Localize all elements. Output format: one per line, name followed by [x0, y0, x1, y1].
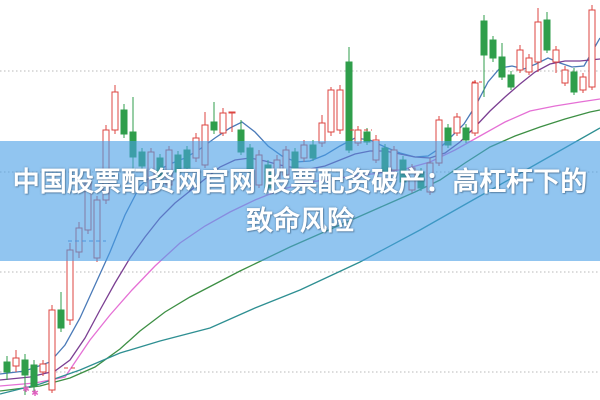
candle-body: [588, 9, 596, 88]
caption-line-2: 致命风险: [246, 205, 354, 236]
candle-body: [228, 111, 236, 114]
caption-line-1: 中国股票配资网官网 股票配资破产：高杠杆下的: [12, 166, 588, 197]
candle-body: [327, 89, 335, 133]
caption-banner: 中国股票配资网官网 股票配资破产：高杠杆下的 致命风险: [0, 141, 600, 261]
candle-body: [570, 71, 578, 93]
candle-body: [111, 91, 119, 131]
candle-body: [453, 116, 461, 134]
candle-body: [21, 359, 29, 376]
candle-body: [471, 82, 479, 134]
candle-body: [462, 127, 470, 141]
candle-body: [516, 49, 524, 71]
star-marker: ✱: [31, 388, 39, 398]
candle-body: [219, 112, 227, 134]
candle-body: [498, 56, 506, 78]
candle-body: [57, 309, 65, 329]
candle-body: [507, 74, 515, 88]
candle-body: [543, 19, 551, 51]
candle-body: [480, 20, 488, 56]
star-marker: ✱: [22, 384, 30, 394]
candle-body: [552, 49, 560, 63]
candle-body: [534, 21, 542, 63]
candle-body: [489, 39, 497, 59]
candle-body: [525, 57, 533, 73]
candle-body: [210, 121, 218, 131]
candle-body: [12, 357, 20, 367]
candle-body: [48, 309, 56, 391]
candle-body: [336, 89, 344, 131]
candle-body: [561, 69, 569, 84]
candle-body: [120, 109, 128, 135]
candle-body: [39, 363, 47, 373]
candle-body: [579, 76, 587, 91]
candle-body: [318, 122, 326, 144]
candle-body: [3, 361, 11, 373]
candle-body: [30, 364, 38, 387]
candle-body: [345, 61, 353, 151]
